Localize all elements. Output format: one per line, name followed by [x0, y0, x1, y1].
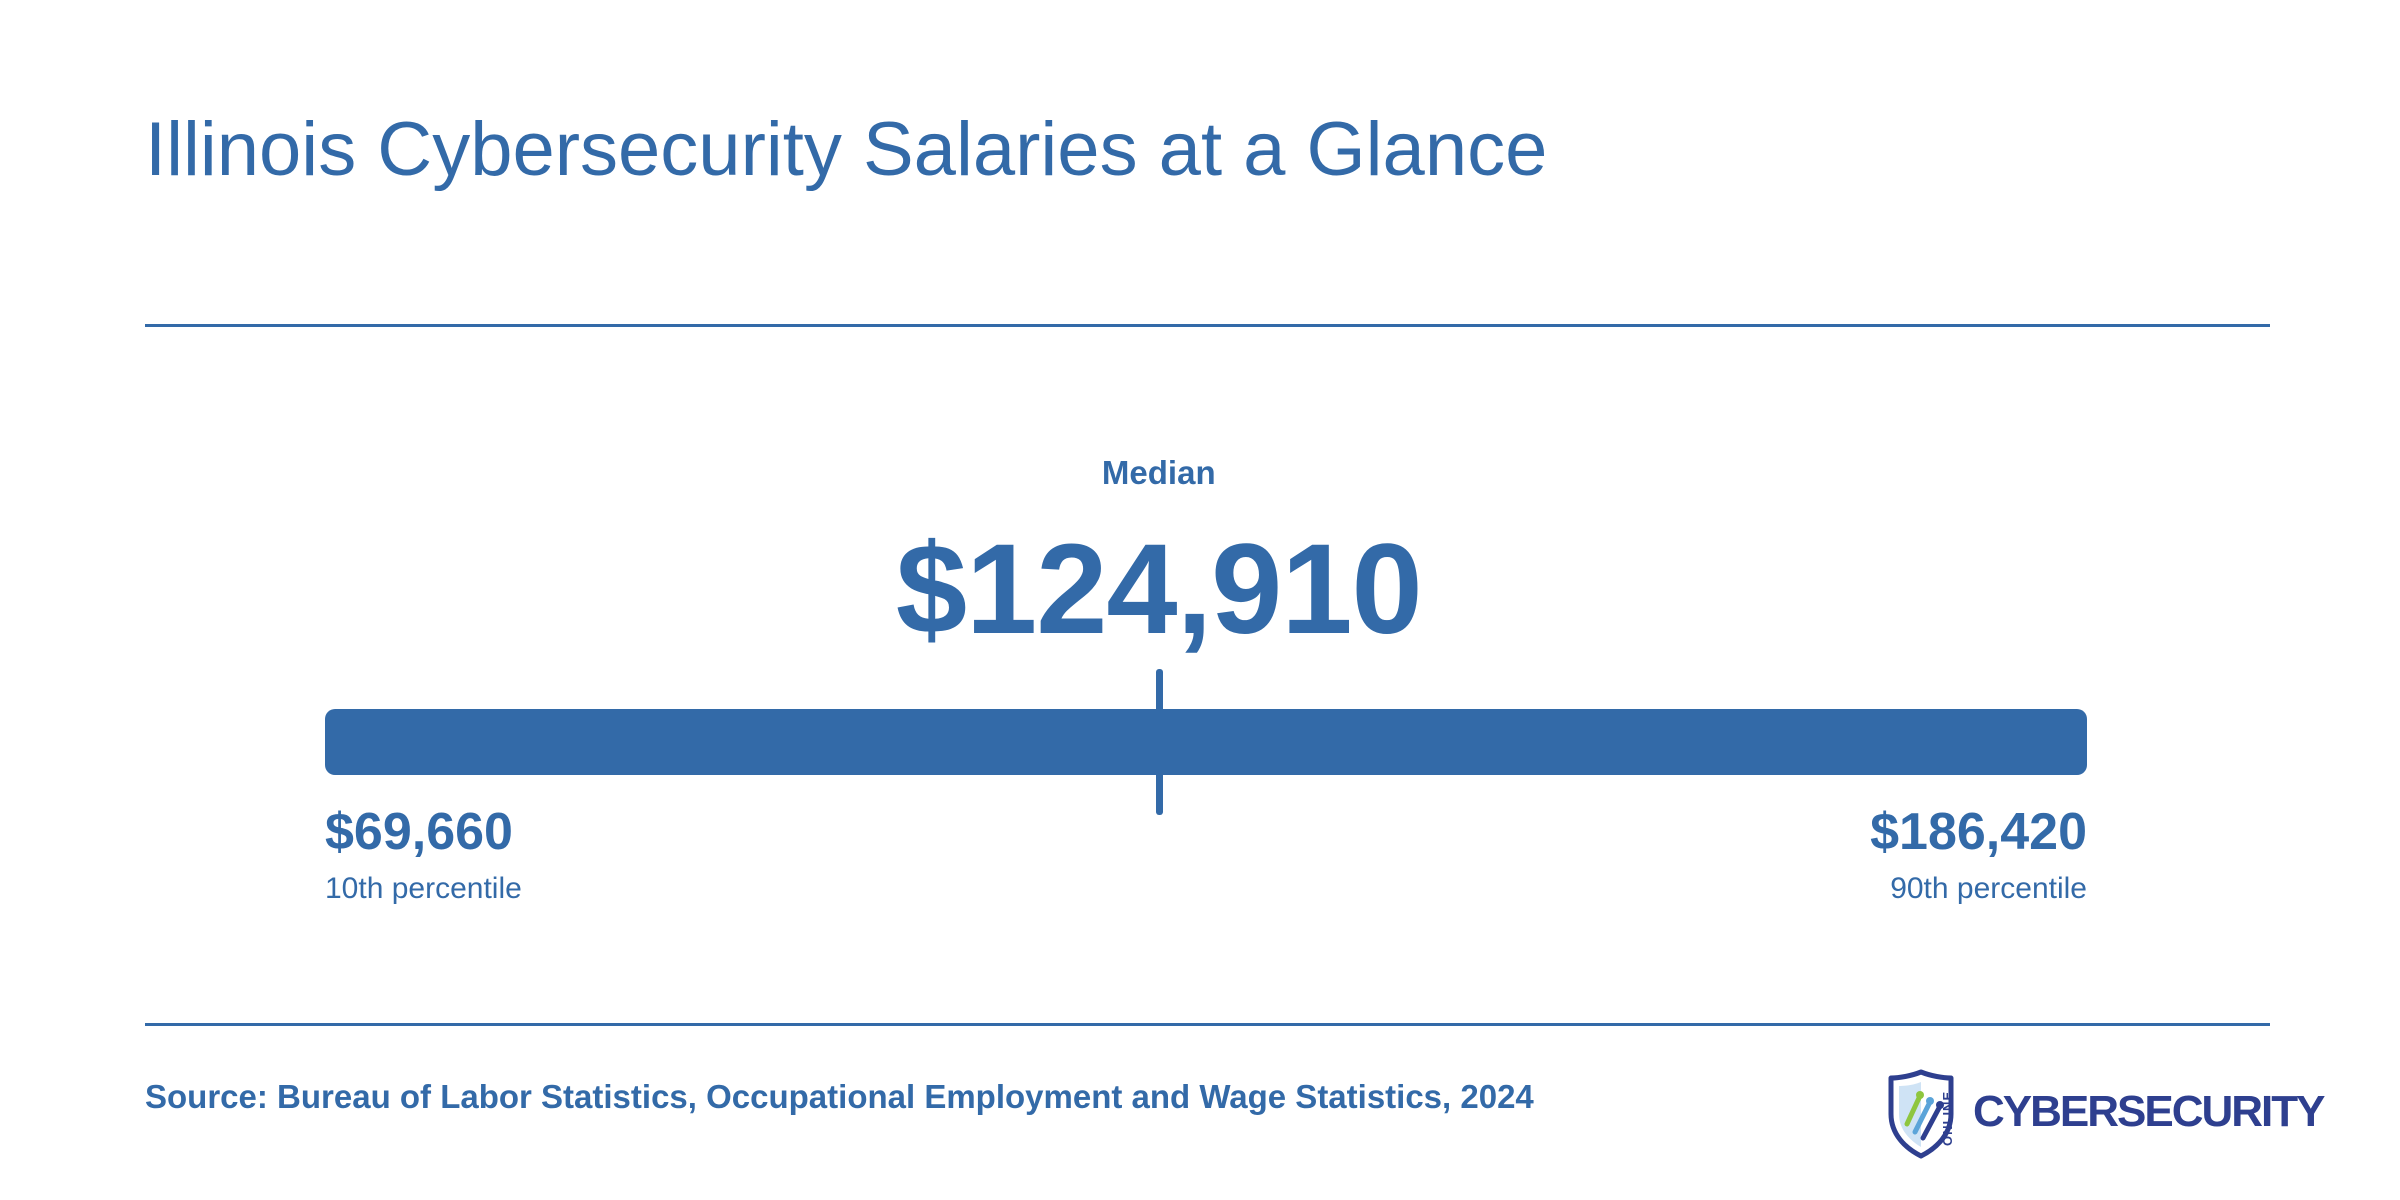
min-label: 10th percentile: [325, 872, 522, 905]
top-divider: [145, 324, 2270, 327]
median-label: Median: [1101, 454, 1216, 491]
median-value: $124,910: [895, 518, 1423, 661]
source-note: Source: Bureau of Labor Statistics, Occu…: [145, 1078, 1534, 1115]
logo-wordmark: CYBERSECURITY: [1973, 1087, 2325, 1136]
logo-online-text: ONLINE: [1940, 1090, 1955, 1146]
max-value: $186,420: [1870, 803, 2087, 861]
max-label: 90th percentile: [1890, 872, 2087, 905]
median-marker: [1155, 669, 1163, 815]
min-value: $69,660: [325, 803, 513, 861]
brand-logo: ONLINE CYBERSECURITY: [1885, 1068, 2325, 1160]
page-title: Illinois Cybersecurity Salaries at a Gla…: [145, 107, 1548, 192]
salary-range-bar: [325, 709, 2087, 775]
bottom-divider: [145, 1023, 2270, 1026]
shield-circuit-icon: [1888, 1069, 1954, 1159]
